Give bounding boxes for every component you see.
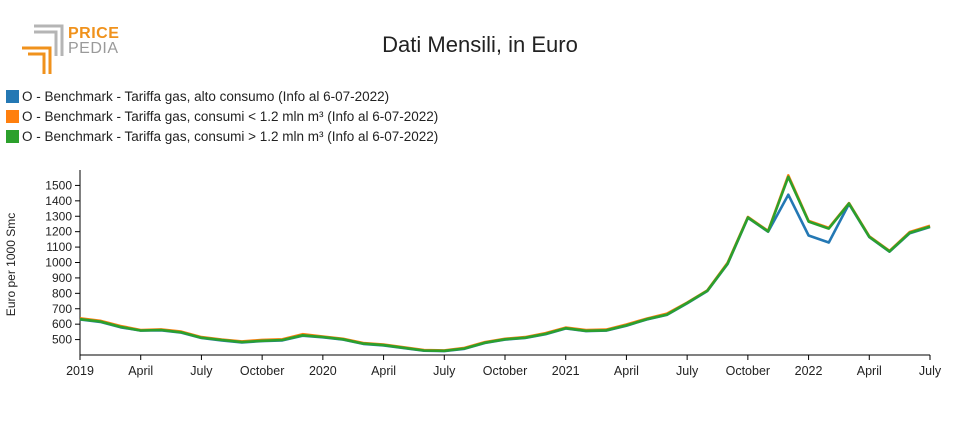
y-tick-label: 1000 <box>45 256 72 270</box>
legend-swatch <box>6 89 19 103</box>
x-tick-label: October <box>726 364 770 378</box>
y-tick-label: 1200 <box>45 225 72 239</box>
logo-line1: PRICE <box>68 25 120 42</box>
x-tick-label: October <box>483 364 527 378</box>
x-tick-label: April <box>857 364 882 378</box>
y-tick-label: 900 <box>52 271 72 285</box>
x-tick-label: July <box>676 364 699 378</box>
y-tick-label: 600 <box>52 317 72 331</box>
legend: O - Benchmark - Tariffa gas, alto consum… <box>6 86 438 146</box>
y-axis-label: Euro per 1000 Smc <box>4 213 18 316</box>
series-line-1 <box>79 193 931 353</box>
legend-item[interactable]: O - Benchmark - Tariffa gas, alto consum… <box>6 86 438 106</box>
x-tick-label: April <box>371 364 396 378</box>
series-line-3 <box>79 175 931 353</box>
y-tick-label: 700 <box>52 302 72 316</box>
legend-item[interactable]: O - Benchmark - Tariffa gas, consumi > 1… <box>6 126 438 146</box>
x-tick-label: July <box>190 364 213 378</box>
series-line-2 <box>79 174 931 352</box>
chart-title: Dati Mensili, in Euro <box>382 32 578 57</box>
legend-label: O - Benchmark - Tariffa gas, alto consum… <box>22 88 390 104</box>
x-tick-label: October <box>240 364 284 378</box>
legend-swatch <box>6 129 19 143</box>
y-tick-label: 1500 <box>45 178 72 192</box>
x-tick-label: 2021 <box>552 364 580 378</box>
y-tick-label: 800 <box>52 286 72 300</box>
x-tick-label: April <box>128 364 153 378</box>
x-tick-label: July <box>919 364 942 378</box>
x-tick-label: 2020 <box>309 364 337 378</box>
x-tick-label: July <box>433 364 456 378</box>
x-tick-label: 2022 <box>795 364 823 378</box>
logo-text: PRICE PEDIA <box>68 25 120 57</box>
pricepedia-logo <box>22 24 64 74</box>
logo-line2: PEDIA <box>68 40 119 57</box>
x-tick-label: 2019 <box>66 364 94 378</box>
y-tick-label: 500 <box>52 333 72 347</box>
legend-label: O - Benchmark - Tariffa gas, consumi < 1… <box>22 108 439 124</box>
y-tick-label: 1300 <box>45 209 72 223</box>
legend-swatch <box>6 109 19 123</box>
y-tick-label: 1400 <box>45 194 72 208</box>
y-tick-label: 1100 <box>46 240 72 254</box>
legend-item[interactable]: O - Benchmark - Tariffa gas, consumi < 1… <box>6 106 438 126</box>
x-tick-label: April <box>614 364 639 378</box>
legend-label: O - Benchmark - Tariffa gas, consumi > 1… <box>22 128 439 144</box>
